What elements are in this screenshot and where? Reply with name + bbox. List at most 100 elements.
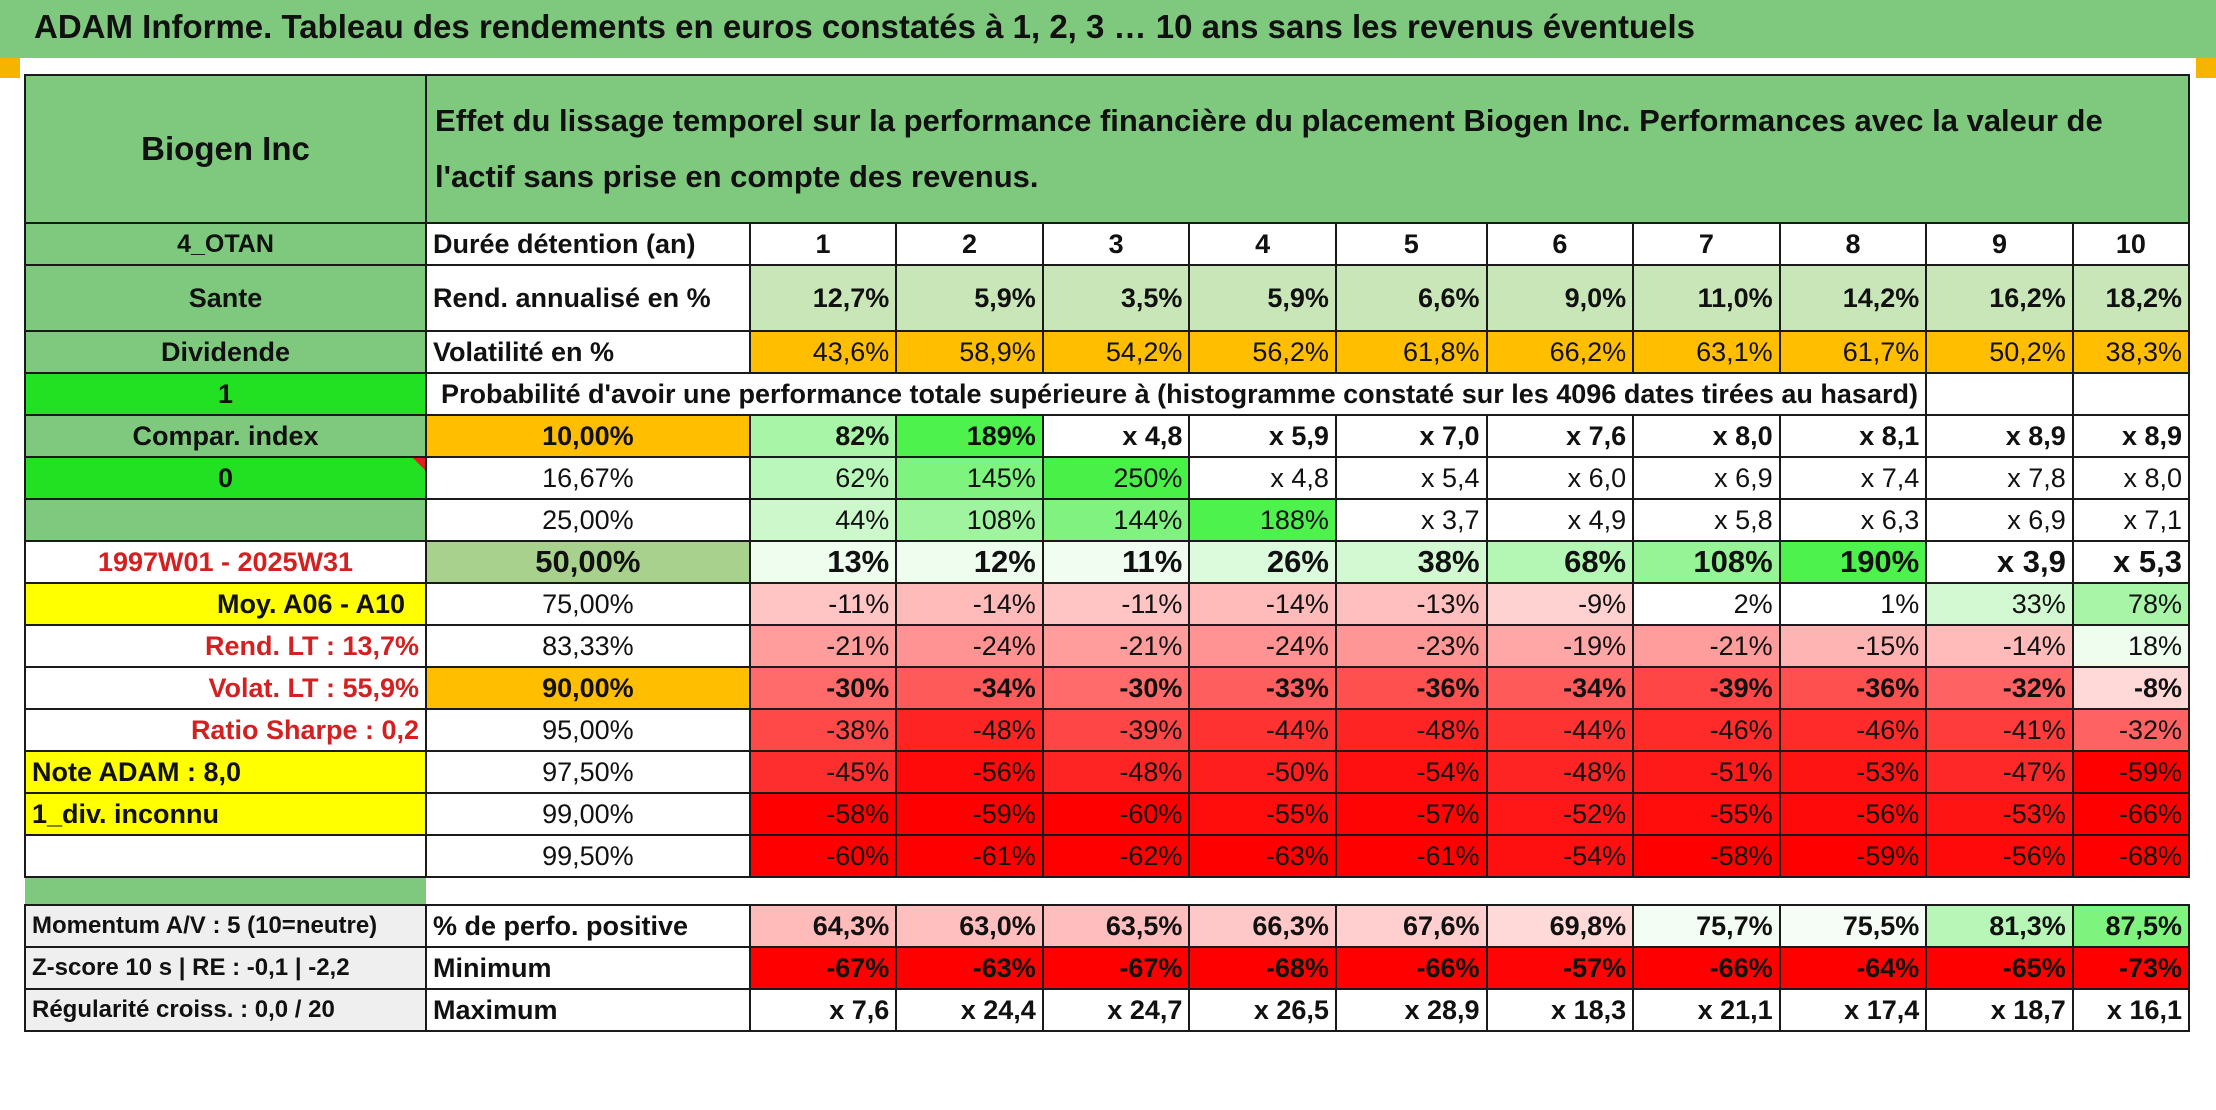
proba-cell: -33% <box>1188 666 1337 710</box>
proba-cell: 33% <box>1925 582 2074 626</box>
proba-cell: 144% <box>1041 498 1191 542</box>
year-header: 3 <box>1041 222 1191 266</box>
proba-cell: 82% <box>748 414 898 458</box>
year-header: 1 <box>748 222 898 266</box>
threshold-cell: 10,00% <box>425 414 751 458</box>
perfo-positive-cell: 75,5% <box>1778 904 1928 948</box>
proba-row: 1997W01 - 2025W31 50,00% 13% 12% 11% 26%… <box>23 540 2191 584</box>
proba-cell: -46% <box>1632 708 1781 752</box>
maximum-cell: x 26,5 <box>1188 988 1337 1032</box>
dividende-label: Dividende <box>23 330 428 374</box>
empty-cell <box>1925 372 2074 416</box>
threshold-cell: 50,00% <box>425 540 751 584</box>
duree-label: Durée détention (an) <box>425 222 751 266</box>
volatilite-cell: 61,8% <box>1334 330 1488 374</box>
minimum-cell: -57% <box>1485 946 1635 990</box>
rendement-cell: 12,7% <box>748 264 898 332</box>
proba-cell: -32% <box>2071 708 2191 752</box>
proba-cell: 44% <box>748 498 898 542</box>
proba-cell: 250% <box>1041 456 1191 500</box>
year-header: 7 <box>1632 222 1781 266</box>
volatilite-cell: 43,6% <box>748 330 898 374</box>
threshold-cell: 95,00% <box>425 708 751 752</box>
minimum-row: Z-score 10 s | RE : -0,1 | -2,2 Minimum … <box>23 946 2191 990</box>
proba-cell: -41% <box>1925 708 2074 752</box>
proba-cell: -8% <box>2071 666 2191 710</box>
proba-cell: -59% <box>1778 834 1928 878</box>
empty-cell <box>2071 372 2191 416</box>
value-zero: 0 <box>23 456 428 500</box>
empty-cell <box>23 834 428 878</box>
proba-cell: -61% <box>1334 834 1488 878</box>
proba-cell: x 6,9 <box>1925 498 2074 542</box>
proba-cell: 38% <box>1334 540 1488 584</box>
volatilite-cell: 63,1% <box>1632 330 1781 374</box>
proba-cell: -14% <box>895 582 1044 626</box>
rendement-cell: 18,2% <box>2071 264 2191 332</box>
year-header: 8 <box>1778 222 1928 266</box>
threshold-cell: 25,00% <box>425 498 751 542</box>
proba-cell: -13% <box>1334 582 1488 626</box>
year-header: 6 <box>1485 222 1635 266</box>
volatilite-label: Volatilité en % <box>425 330 751 374</box>
threshold-cell: 97,50% <box>425 750 751 794</box>
proba-cell: -45% <box>748 750 898 794</box>
proba-cell: x 7,4 <box>1778 456 1928 500</box>
perfo-positive-cell: 75,7% <box>1632 904 1781 948</box>
proba-row: Note ADAM : 8,0 97,50% -45% -56% -48% -5… <box>23 750 2191 794</box>
proba-cell: -21% <box>1632 624 1781 668</box>
maximum-cell: x 18,3 <box>1485 988 1635 1032</box>
spacer-row <box>25 877 2189 905</box>
proba-cell: -57% <box>1334 792 1488 836</box>
proba-cell: -24% <box>1188 624 1337 668</box>
proba-cell: -53% <box>1925 792 2074 836</box>
value-one: 1 <box>23 372 428 416</box>
proba-cell: -60% <box>748 834 898 878</box>
proba-row: 25,00% 44% 108% 144% 188% x 3,7 x 4,9 x … <box>23 498 2191 542</box>
proba-row: Rend. LT : 13,7% 83,33% -21% -24% -21% -… <box>23 624 2191 668</box>
proba-cell: -48% <box>1485 750 1635 794</box>
proba-cell: -24% <box>895 624 1044 668</box>
rendement-lt-label: Rend. LT : 13,7% <box>23 624 428 668</box>
proba-cell: -39% <box>1632 666 1781 710</box>
proba-cell: 26% <box>1188 540 1337 584</box>
proba-cell: x 6,9 <box>1632 456 1781 500</box>
proba-cell: -46% <box>1778 708 1928 752</box>
proba-cell: -61% <box>895 834 1044 878</box>
moyenne-label: Moy. A06 - A10 <box>23 582 428 626</box>
proba-row: Ratio Sharpe : 0,2 95,00% -38% -48% -39%… <box>23 708 2191 752</box>
proba-cell: -21% <box>748 624 898 668</box>
volatilite-cell: 56,2% <box>1188 330 1337 374</box>
proba-cell: -34% <box>895 666 1044 710</box>
left-margin-marker <box>0 58 20 78</box>
proba-cell: 189% <box>895 414 1044 458</box>
proba-cell: 13% <box>748 540 898 584</box>
compar-index-label: Compar. index <box>23 414 428 458</box>
proba-cell: -50% <box>1188 750 1337 794</box>
volatilite-cell: 50,2% <box>1925 330 2074 374</box>
threshold-cell: 99,00% <box>425 792 751 836</box>
perfo-positive-cell: 66,3% <box>1188 904 1337 948</box>
perfo-positive-cell: 63,5% <box>1041 904 1191 948</box>
proba-cell: 1% <box>1778 582 1928 626</box>
proba-cell: -11% <box>1041 582 1191 626</box>
proba-cell: x 8,1 <box>1778 414 1928 458</box>
dividend-status-label: 1_div. inconnu <box>23 792 428 836</box>
minimum-cell: -68% <box>1188 946 1337 990</box>
proba-cell: x 7,6 <box>1485 414 1635 458</box>
duree-row: 4_OTAN Durée détention (an) 1 2 3 4 5 6 … <box>23 222 2191 266</box>
proba-cell: x 4,8 <box>1188 456 1337 500</box>
proba-cell: -30% <box>748 666 898 710</box>
year-header: 4 <box>1188 222 1337 266</box>
proba-cell: -47% <box>1925 750 2074 794</box>
proba-cell: x 3,9 <box>1925 540 2074 584</box>
proba-title: Probabilité d'avoir une performance tota… <box>425 372 1928 416</box>
year-header: 2 <box>895 222 1044 266</box>
proba-cell: 2% <box>1632 582 1781 626</box>
proba-cell: -14% <box>1188 582 1337 626</box>
threshold-cell: 75,00% <box>425 582 751 626</box>
proba-cell: -60% <box>1041 792 1191 836</box>
volatilite-cell: 38,3% <box>2071 330 2191 374</box>
proba-cell: -9% <box>1485 582 1635 626</box>
proba-cell: -62% <box>1041 834 1191 878</box>
